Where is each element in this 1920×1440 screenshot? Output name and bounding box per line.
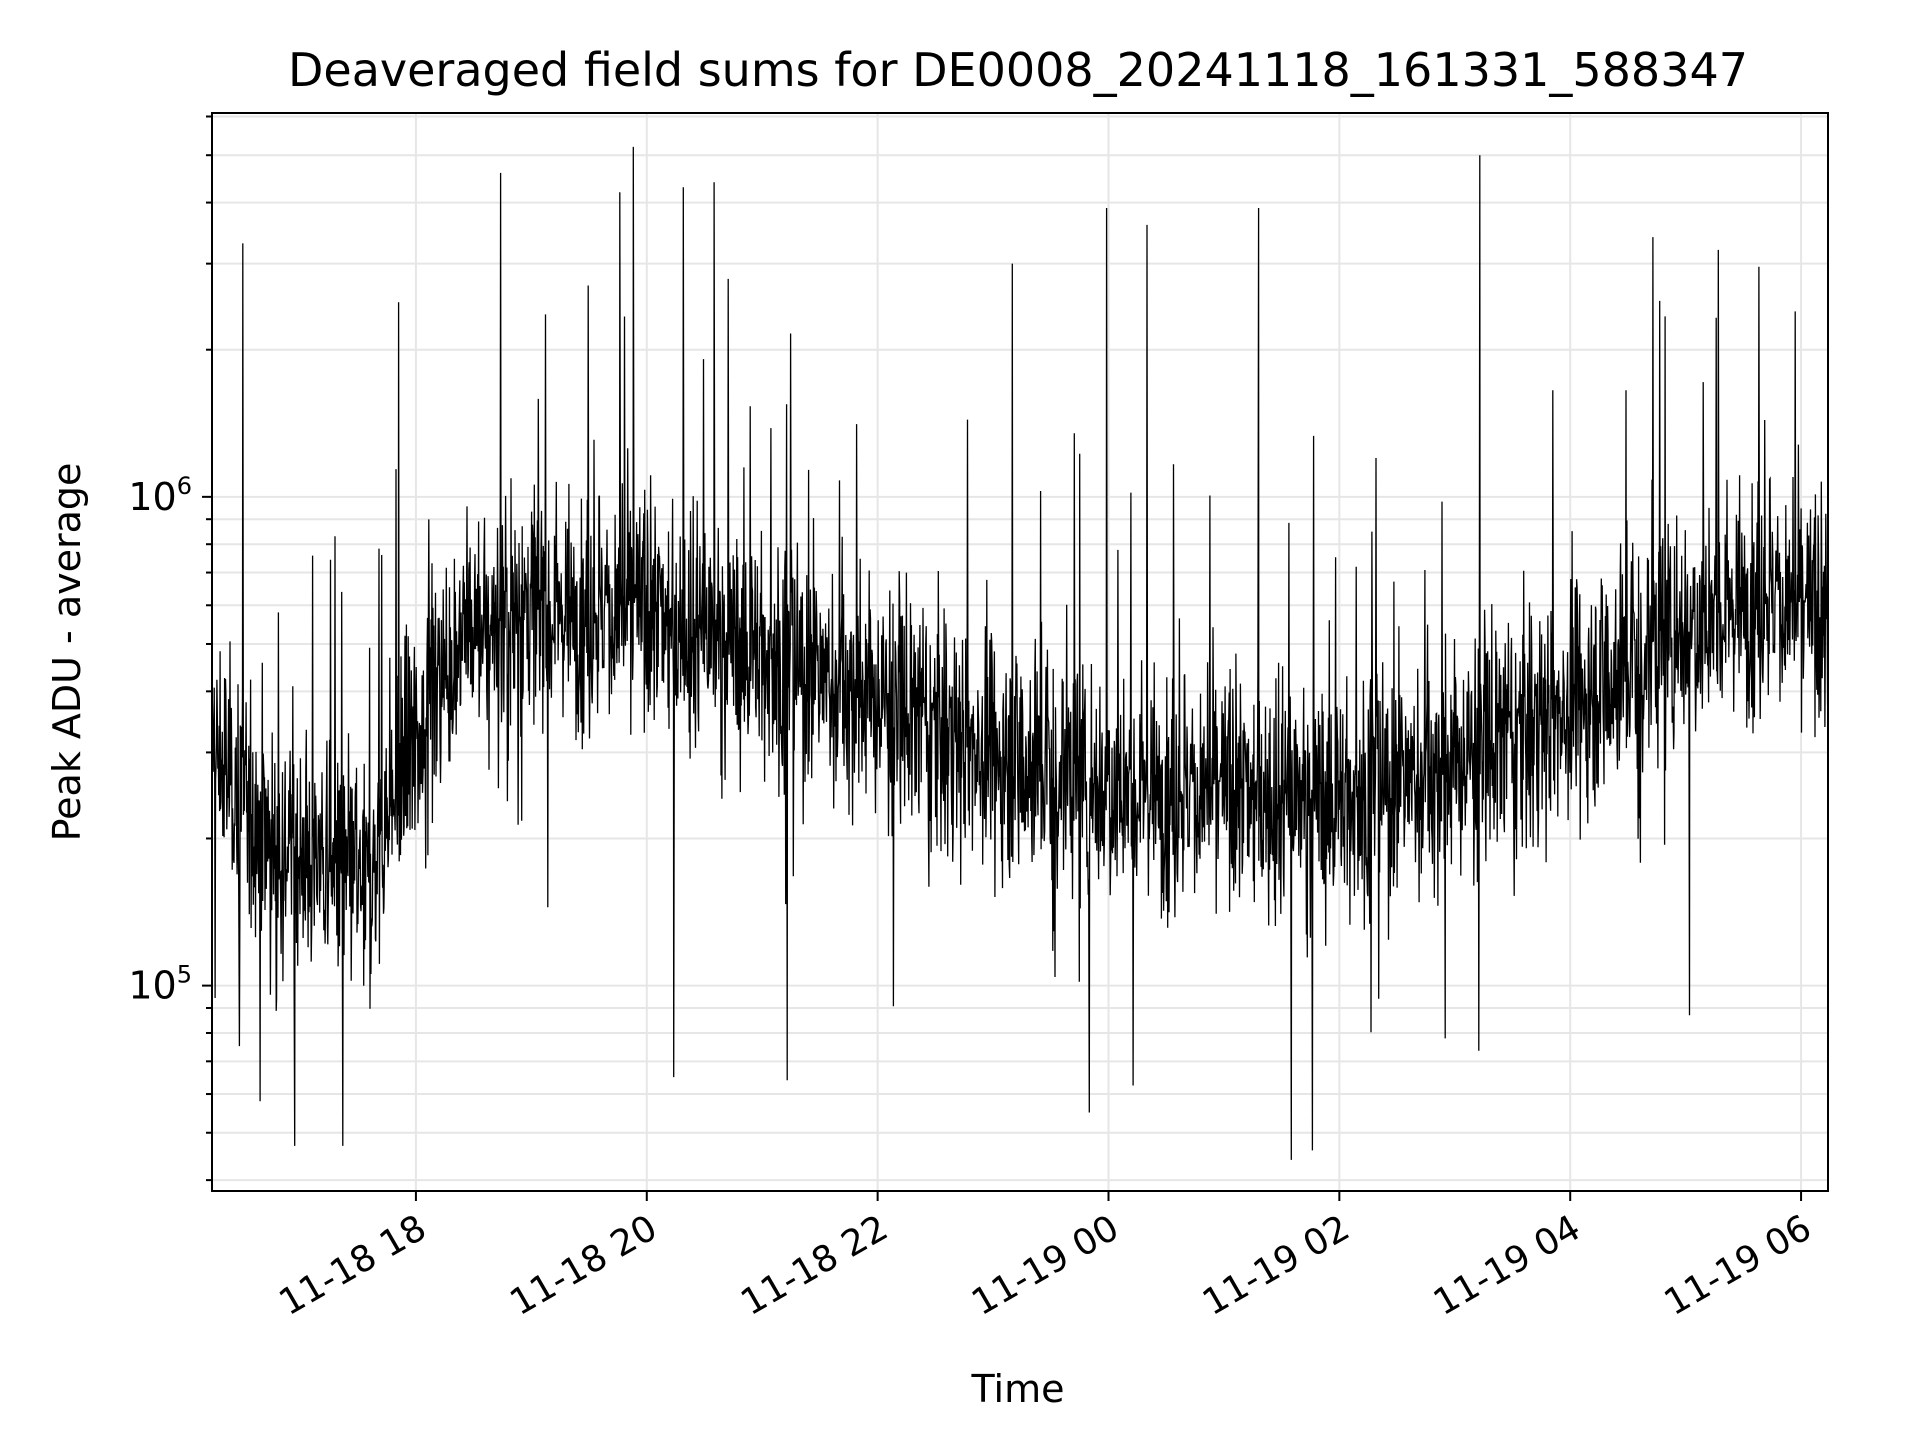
y-axis-label: Peak ADU - average xyxy=(45,463,89,842)
series-line xyxy=(211,146,1829,1160)
x-axis-label: Time xyxy=(971,1367,1065,1411)
y-axis: 105 106 xyxy=(128,115,212,1182)
y-tick-label: 106 xyxy=(128,472,192,519)
series xyxy=(211,146,1829,1160)
chart-title: Deaveraged field sums for DE0008_2024111… xyxy=(288,43,1748,97)
y-tick-label: 105 xyxy=(128,961,192,1008)
plot-frame xyxy=(211,112,1829,1192)
grid xyxy=(212,113,1828,1191)
